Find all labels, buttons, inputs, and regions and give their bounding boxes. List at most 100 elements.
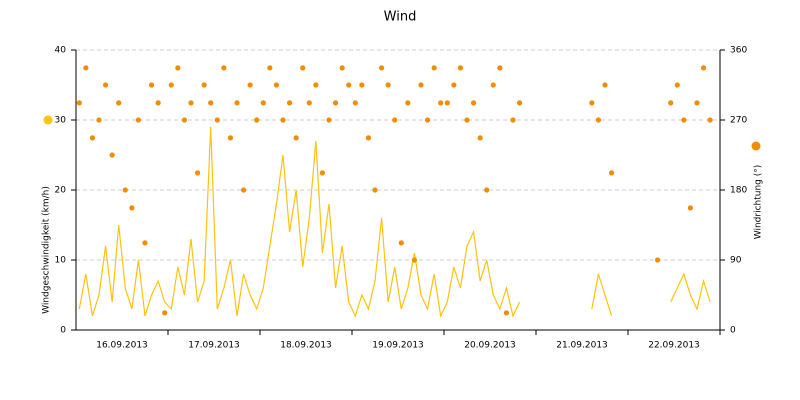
point [286,100,293,106]
point [424,117,431,123]
point [214,117,220,123]
y2-tick-label: 180 [730,186,747,196]
point [293,135,299,141]
point [96,117,102,123]
point [102,82,109,88]
y2-tick-label: 270 [730,116,747,126]
point [313,82,319,88]
x-tick-label: 20.09.2013 [464,341,516,351]
point [470,100,477,106]
point [129,205,135,211]
point [346,82,352,88]
point [267,65,273,71]
point [247,82,253,88]
point [411,257,418,263]
point [398,240,404,246]
point [168,82,174,88]
point [681,117,687,123]
legend-dot [43,115,53,125]
point [405,100,411,106]
y-axis-title: Windgeschwindigkeit (km/h) [42,186,52,314]
y-tick-label: 10 [55,256,67,266]
point [260,100,266,106]
point [365,135,372,141]
point [221,65,227,71]
point [451,82,457,88]
point [490,82,496,88]
point [687,205,694,211]
y2-tick-label: 0 [730,326,736,336]
x-tick-label: 16.09.2013 [96,341,148,351]
y2-tick-label: 90 [730,256,742,266]
point [392,117,398,123]
point [694,100,700,106]
point [109,152,115,158]
y2-tick-label: 360 [730,46,747,56]
point [234,100,240,106]
point [306,100,312,106]
point [444,100,450,106]
x-tick-label: 21.09.2013 [556,341,608,351]
point [76,100,82,106]
point [208,100,214,106]
line [591,273,613,317]
point [352,100,358,106]
point [188,100,194,106]
y-tick-label: 40 [55,46,67,56]
point [175,65,181,71]
y-tick-label: 0 [60,326,66,336]
point [181,117,188,123]
point [116,100,122,106]
point [273,82,280,88]
point [385,82,391,88]
point [484,187,490,193]
line [78,126,521,319]
point [674,82,680,88]
point [201,82,207,88]
point [464,117,470,123]
y-tick-label: 20 [55,186,67,196]
point [332,100,339,106]
point [339,65,345,71]
point [707,117,713,123]
point [326,117,332,123]
point [162,310,168,316]
point [431,65,437,71]
point [300,65,306,71]
point [497,65,503,71]
point [254,117,260,123]
point [194,170,201,176]
point [516,100,523,106]
y2-axis-title: Windrichtung (°) [754,165,764,240]
line [670,272,711,311]
legend-dot [751,141,761,151]
point [608,170,615,176]
point [438,100,444,106]
point [359,82,365,88]
point [89,135,96,141]
point [602,82,608,88]
point [668,100,674,106]
x-tick-label: 22.09.2013 [648,341,700,351]
x-tick-label: 19.09.2013 [372,341,424,351]
point [240,187,247,193]
point [477,135,483,141]
point [135,117,142,123]
point [589,100,595,106]
point [700,65,707,71]
point [457,65,464,71]
point [654,257,661,263]
y-tick-label: 30 [55,116,67,126]
point [418,82,424,88]
point [595,117,602,123]
point [155,100,161,106]
x-tick-label: 17.09.2013 [188,341,240,351]
x-tick-label: 18.09.2013 [280,341,332,351]
point [122,187,128,193]
point [142,240,148,246]
point [83,65,89,71]
point [510,117,516,123]
point [148,82,155,88]
point [372,187,378,193]
